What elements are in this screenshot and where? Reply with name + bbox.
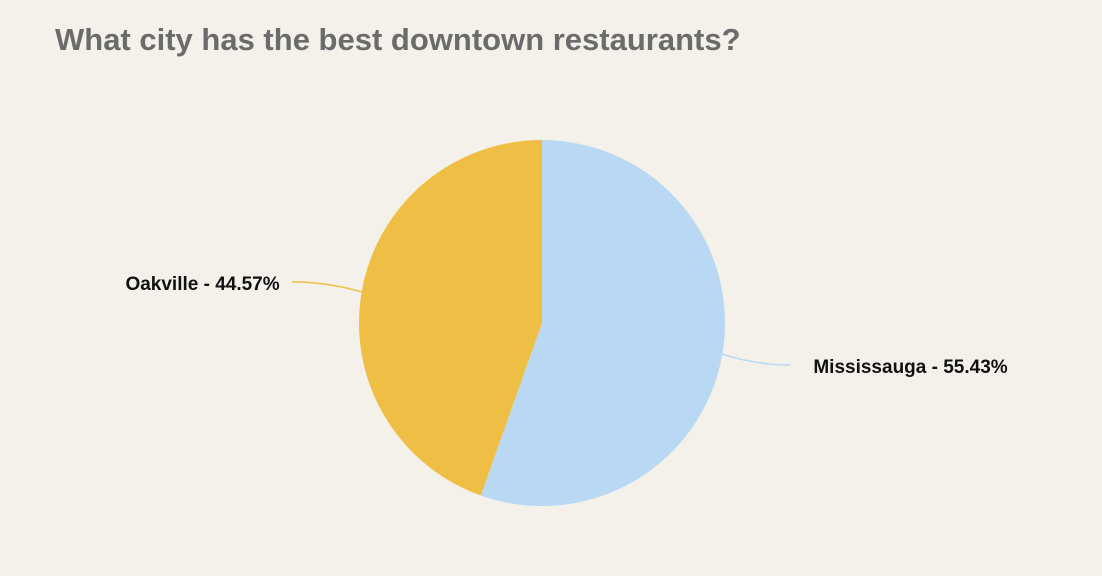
slice-label: Mississauga - 55.43% (813, 357, 1007, 378)
pie-slice (359, 140, 542, 496)
leader-line (291, 281, 362, 293)
leader-line (722, 353, 791, 366)
slice-label: Oakville - 44.57% (125, 274, 279, 295)
chart-title: What city has the best downtown restaura… (55, 22, 741, 57)
pie-slice (480, 140, 726, 506)
